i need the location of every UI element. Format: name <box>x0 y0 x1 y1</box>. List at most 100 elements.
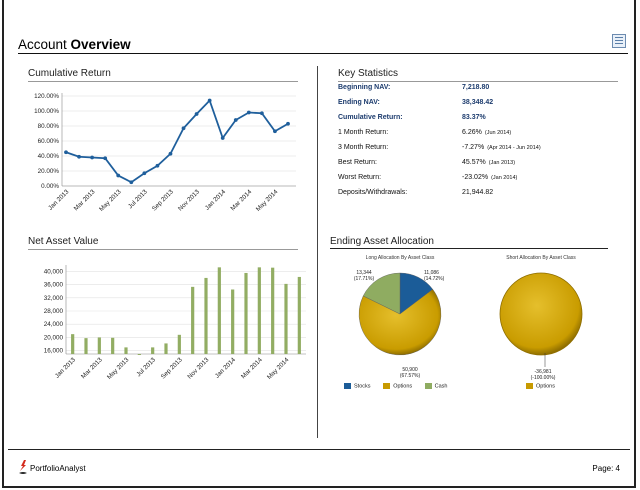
key-stat-row: Ending NAV: 38,348.42 <box>338 99 628 111</box>
key-stat-row: Deposits/Withdrawals: 21,944.82 <box>338 189 628 201</box>
page-title: Account Overview <box>18 37 131 52</box>
nav-bar <box>164 343 168 354</box>
nav-y-tick-label: 16,000 <box>44 348 64 355</box>
key-stat-value: 38,348.42 <box>462 99 494 106</box>
cum-y-tick-label: 20.00% <box>38 168 60 175</box>
cum-point <box>233 118 238 122</box>
nav-bar <box>137 354 141 355</box>
cum-point <box>168 151 173 156</box>
pie-slice-label: 11,086 <box>424 270 439 276</box>
nav-bar <box>71 334 75 354</box>
cum-y-tick-label: 60.00% <box>38 138 60 145</box>
nav-bar <box>244 272 248 354</box>
nav-svg: 16,000 20,000 24,000 28,000 32,000 36,000 40,0… <box>44 265 306 381</box>
cum-point <box>259 111 264 116</box>
cum-y-tick-label: 80.00% <box>38 123 60 130</box>
cumulative-return-title: Cumulative Return <box>28 68 111 79</box>
nav-title: Net Asset Value <box>28 236 99 247</box>
key-stat-label: Worst Return: <box>338 174 382 181</box>
nav-bar <box>284 283 288 354</box>
nav-bar <box>191 286 195 354</box>
cum-y-tick-label: 120.00% <box>34 93 59 100</box>
legend-label: Cash <box>434 383 448 390</box>
cumulative-return-rule <box>28 81 298 82</box>
nav-bar <box>271 267 275 354</box>
legend-label: Stocks <box>354 383 371 390</box>
legend-item: Stocks <box>344 383 371 389</box>
key-stat-note: (Jan 2014) <box>491 175 518 181</box>
cum-y-tick-label: 100.00% <box>34 108 59 115</box>
legend-swatch <box>383 383 391 389</box>
key-stat-label: 3 Month Return: <box>338 144 389 151</box>
legend-swatch <box>526 383 533 389</box>
cum-y-tick-label: 40.00% <box>38 153 60 160</box>
footer-rule <box>8 449 630 450</box>
cum-point <box>129 180 134 185</box>
pie-slice-label: -36,981 <box>535 369 552 375</box>
legend-label: Options <box>393 383 413 390</box>
legend-item: Cash <box>424 383 448 390</box>
export-icon[interactable] <box>612 34 626 48</box>
key-stat-label: 1 Month Return: <box>338 129 389 136</box>
pie-slice <box>499 272 583 356</box>
pie-title: Long Allocation By Asset Class <box>366 255 435 261</box>
cum-point <box>181 126 186 131</box>
allocation-title: Ending Asset Allocation <box>330 236 434 247</box>
legend-label: Options <box>536 383 555 390</box>
nav-rule <box>28 249 298 250</box>
key-stat-row: 1 Month Return: 6.26% (Jun 2014) <box>338 129 628 141</box>
key-stat-label: Best Return: <box>338 159 377 166</box>
key-stat-row: Best Return: 45.57% (Jan 2013) <box>338 159 628 171</box>
key-stat-value: 21,944.82 <box>462 189 494 196</box>
nav-bar <box>217 267 221 354</box>
key-stat-row: Worst Return: -23.02% (Jan 2014) <box>338 174 628 186</box>
cum-point <box>246 110 251 115</box>
pie-slice <box>358 289 442 356</box>
pie-slice-percent: (-100.00%) <box>531 375 556 381</box>
column-divider <box>317 66 318 438</box>
nav-bar <box>204 277 208 354</box>
cum-point <box>90 155 95 160</box>
nav-y-tick-label: 36,000 <box>44 282 64 289</box>
key-stats-rule <box>338 81 618 82</box>
key-stat-value: 6.26% (Jun 2014) <box>462 129 512 136</box>
pie-slice-label: 50,900 <box>402 367 418 373</box>
cum-point <box>155 163 160 168</box>
page-title-prefix: Account <box>18 37 67 52</box>
key-stat-value: 83.37% <box>462 114 486 121</box>
nav-bar <box>177 334 181 354</box>
legend-swatch <box>424 383 432 389</box>
key-stat-value: 7,218.80 <box>462 84 490 91</box>
pie-slice-label: 13,344 <box>356 270 372 276</box>
cum-point <box>220 136 225 140</box>
key-stats-title: Key Statistics <box>338 68 399 79</box>
nav-bar <box>151 347 155 354</box>
pie-slice <box>362 272 401 315</box>
pie-title: Short Allocation By Asset Class <box>506 255 576 261</box>
key-stat-value: 45.57% (Jan 2013) <box>462 159 516 166</box>
nav-bar <box>257 267 261 354</box>
legend-item: Options <box>526 383 555 389</box>
pie-slice-percent: (17.71%) <box>354 276 375 282</box>
key-stat-note: (Apr 2014 - Jun 2014) <box>487 145 541 151</box>
brand-name: PortfolioAnalyst <box>30 464 86 473</box>
nav-y-tick-label: 40,000 <box>44 268 64 275</box>
cum-point <box>142 171 147 176</box>
pie-slice-percent: (67.57%) <box>400 373 421 379</box>
cum-point <box>207 98 212 103</box>
cum-point <box>116 173 121 178</box>
nav-y-tick-label: 28,000 <box>44 308 64 315</box>
cumulative-return-svg: 0.00% 20.00% 40.00% 60.00% 80.00% 100.00% 120.… <box>34 93 296 213</box>
key-stat-label: Cumulative Return: <box>338 114 403 121</box>
key-stat-value: -7.27% (Apr 2014 - Jun 2014) <box>462 144 541 151</box>
cum-y-tick-label: 0.00% <box>41 183 59 190</box>
nav-bar <box>97 337 101 354</box>
nav-bar <box>84 338 88 354</box>
header-rule <box>18 53 628 54</box>
nav-bar <box>124 347 128 354</box>
nav-bar <box>231 289 235 354</box>
nav-y-tick-label: 32,000 <box>44 295 64 302</box>
key-stat-note: (Jun 2014) <box>484 130 512 136</box>
allocation-rule <box>330 248 608 249</box>
